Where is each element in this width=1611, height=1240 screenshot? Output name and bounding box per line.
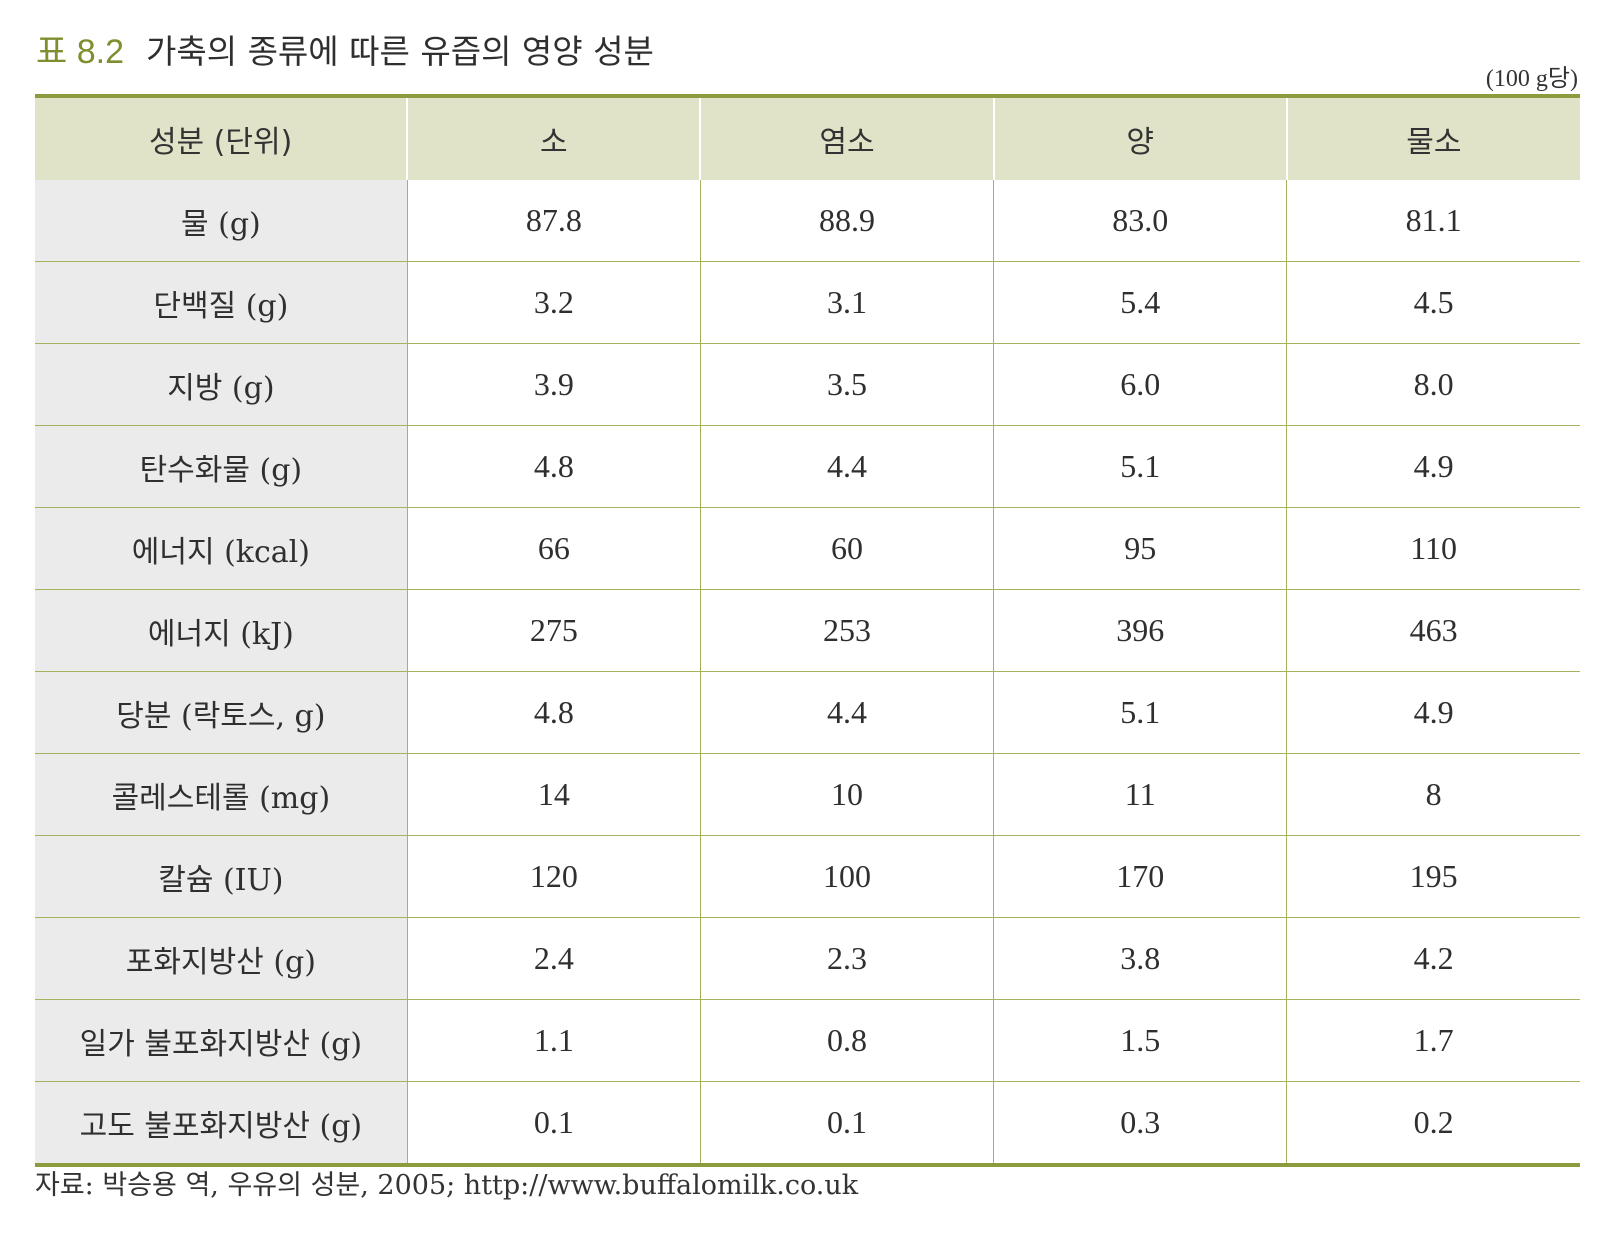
table-row: 포화지방산 (g) 2.4 2.3 3.8 4.2	[35, 917, 1580, 1000]
table-cell: 4.8	[406, 671, 701, 754]
row-label: 에너지 (kcal)	[35, 507, 408, 590]
column-header-buffalo: 물소	[1285, 98, 1580, 180]
row-label: 물 (g)	[35, 180, 408, 262]
table-number: 표 8.2	[36, 33, 124, 71]
table-cell: 4.5	[1286, 261, 1580, 344]
table-cell: 87.8	[406, 180, 701, 262]
table-cell: 396	[993, 589, 1287, 672]
table-cell: 1.5	[993, 999, 1287, 1082]
table-cell: 8	[1286, 753, 1580, 836]
table-cell: 4.4	[699, 425, 994, 508]
row-label: 포화지방산 (g)	[35, 917, 408, 1000]
table-cell: 2.4	[406, 917, 701, 1000]
column-header-cow: 소	[406, 98, 701, 180]
table-cell: 5.1	[993, 671, 1287, 754]
table-cell: 100	[699, 835, 994, 918]
table-row: 콜레스테롤 (mg) 14 10 11 8	[35, 753, 1580, 836]
table-row: 단백질 (g) 3.2 3.1 5.4 4.5	[35, 261, 1580, 344]
column-header-goat: 염소	[699, 98, 994, 180]
table-cell: 195	[1286, 835, 1580, 918]
table-cell: 4.2	[1286, 917, 1580, 1000]
table-cell: 66	[406, 507, 701, 590]
table-row: 당분 (락토스, g) 4.8 4.4 5.1 4.9	[35, 671, 1580, 754]
table-row: 탄수화물 (g) 4.8 4.4 5.1 4.9	[35, 425, 1580, 508]
table-cell: 4.4	[699, 671, 994, 754]
table-cell: 4.8	[406, 425, 701, 508]
table-cell: 88.9	[699, 180, 994, 262]
table-cell: 0.1	[699, 1081, 994, 1163]
table-row: 칼슘 (IU) 120 100 170 195	[35, 835, 1580, 918]
row-label: 에너지 (kJ)	[35, 589, 408, 672]
table-cell: 3.8	[993, 917, 1287, 1000]
table-cell: 6.0	[993, 343, 1287, 426]
table-header-row: 성분 (단위) 소 염소 양 물소	[35, 98, 1580, 180]
row-label: 지방 (g)	[35, 343, 408, 426]
table-cell: 4.9	[1286, 671, 1580, 754]
table-cell: 8.0	[1286, 343, 1580, 426]
table-cell: 3.9	[406, 343, 701, 426]
table-cell: 120	[406, 835, 701, 918]
table-cell: 3.5	[699, 343, 994, 426]
table-title: 가축의 종류에 따른 유즙의 영양 성분	[146, 32, 654, 71]
table-cell: 11	[993, 753, 1287, 836]
table-row: 물 (g) 87.8 88.9 83.0 81.1	[35, 180, 1580, 262]
row-label: 단백질 (g)	[35, 261, 408, 344]
table-cell: 463	[1286, 589, 1580, 672]
table-cell: 3.2	[406, 261, 701, 344]
table-cell: 0.8	[699, 999, 994, 1082]
table-row: 에너지 (kcal) 66 60 95 110	[35, 507, 1580, 590]
column-header-component: 성분 (단위)	[35, 98, 408, 180]
table-cell: 2.3	[699, 917, 994, 1000]
row-label: 일가 불포화지방산 (g)	[35, 999, 408, 1082]
table-cell: 0.3	[993, 1081, 1287, 1163]
table-cell: 0.2	[1286, 1081, 1580, 1163]
table-cell: 253	[699, 589, 994, 672]
table-cell: 1.7	[1286, 999, 1580, 1082]
table-caption: 표 8.2 가축의 종류에 따른 유즙의 영양 성분	[36, 24, 654, 71]
table-cell: 1.1	[406, 999, 701, 1082]
table-cell: 110	[1286, 507, 1580, 590]
row-label: 콜레스테롤 (mg)	[35, 753, 408, 836]
row-label: 당분 (락토스, g)	[35, 671, 408, 754]
table-cell: 5.4	[993, 261, 1287, 344]
table-cell: 4.9	[1286, 425, 1580, 508]
table-cell: 3.1	[699, 261, 994, 344]
table-cell: 275	[406, 589, 701, 672]
table-cell: 14	[406, 753, 701, 836]
table-row: 일가 불포화지방산 (g) 1.1 0.8 1.5 1.7	[35, 999, 1580, 1082]
table-cell: 10	[699, 753, 994, 836]
row-label: 고도 불포화지방산 (g)	[35, 1081, 408, 1163]
nutrition-table: 성분 (단위) 소 염소 양 물소 물 (g) 87.8 88.9 83.0 81.1 단…	[35, 98, 1580, 1163]
nutrition-table-container: 성분 (단위) 소 염소 양 물소 물 (g) 87.8 88.9 83.0 81.1 단…	[35, 94, 1580, 1167]
table-cell: 95	[993, 507, 1287, 590]
table-cell: 170	[993, 835, 1287, 918]
source-note: 자료: 박승용 역, 우유의 성분, 2005; http://www.buff…	[35, 1170, 859, 1201]
unit-note: (100 g당)	[1485, 66, 1578, 92]
table-cell: 60	[699, 507, 994, 590]
table-cell: 83.0	[993, 180, 1287, 262]
column-header-sheep: 양	[992, 98, 1287, 180]
row-label: 탄수화물 (g)	[35, 425, 408, 508]
table-row: 고도 불포화지방산 (g) 0.1 0.1 0.3 0.2	[35, 1081, 1580, 1163]
table-cell: 5.1	[993, 425, 1287, 508]
table-row: 에너지 (kJ) 275 253 396 463	[35, 589, 1580, 672]
table-cell: 81.1	[1286, 180, 1580, 262]
row-label: 칼슘 (IU)	[35, 835, 408, 918]
table-row: 지방 (g) 3.9 3.5 6.0 8.0	[35, 343, 1580, 426]
table-cell: 0.1	[406, 1081, 701, 1163]
